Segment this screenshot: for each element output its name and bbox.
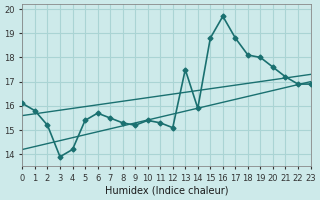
X-axis label: Humidex (Indice chaleur): Humidex (Indice chaleur) [105,186,228,196]
